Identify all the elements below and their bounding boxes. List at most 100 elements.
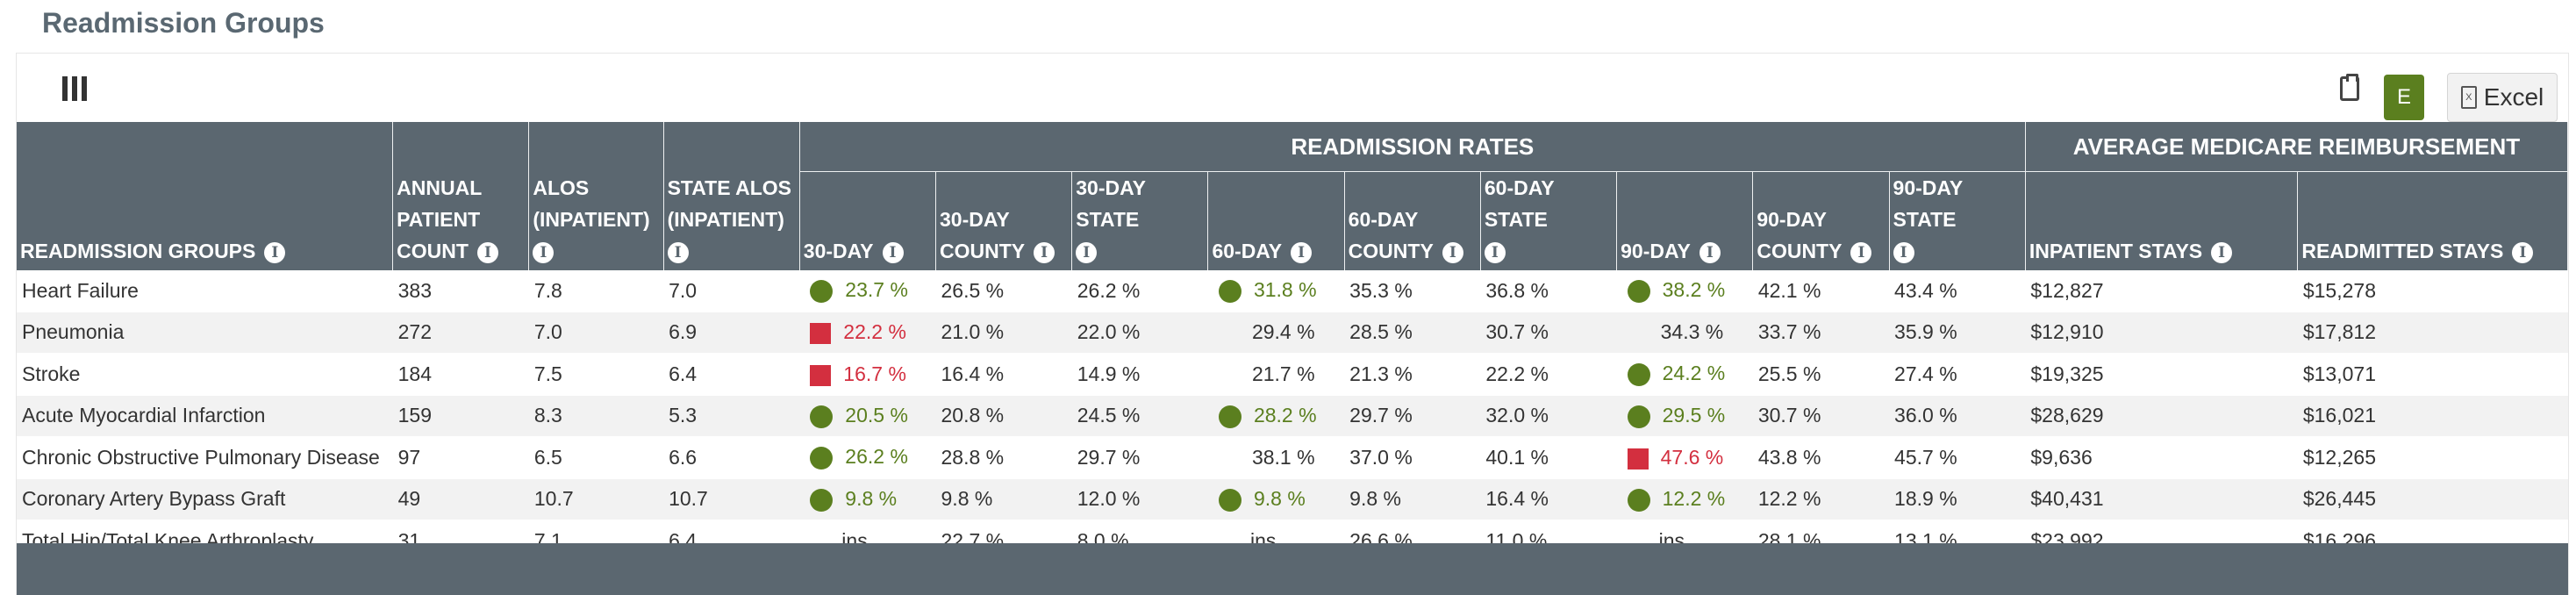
col-header-annual-patient-count[interactable]: ANNUAL PATIENT COUNT i — [392, 122, 530, 270]
cell-60-day-state: 22.2 % — [1480, 353, 1617, 396]
cell-90-day: 38.2 % — [1616, 270, 1753, 312]
good-indicator-icon — [810, 280, 834, 304]
clipboard-icon[interactable] — [2340, 74, 2359, 101]
e-button[interactable]: E — [2384, 75, 2424, 120]
cell-alos: 7.8 — [528, 270, 664, 312]
cell-30-day-value: 26.2 % — [845, 445, 908, 469]
table-row[interactable]: Coronary Artery Bypass Graft 49 10.7 10.7 9.… — [17, 478, 2568, 520]
table-row[interactable]: Heart Failure 383 7.8 7.0 23.7 % 26.5 % 26.2 %… — [17, 270, 2568, 312]
bad-indicator-icon — [810, 364, 832, 386]
cell-alos: 8.3 — [528, 395, 664, 437]
cell-readmission-group: Pneumonia — [17, 312, 393, 354]
col-header-inpatient-stays[interactable]: INPATIENT STAYS i — [2025, 171, 2299, 270]
info-icon[interactable]: i — [1850, 241, 1872, 263]
cell-30-day-county: 9.8 % — [935, 478, 1072, 520]
info-icon[interactable]: i — [476, 241, 498, 263]
table-row[interactable]: Chronic Obstructive Pulmonary Disease 97 6… — [17, 436, 2568, 479]
cell-state-alos: 10.7 — [663, 478, 800, 520]
cell-30-day-state: 14.9 % — [1071, 353, 1208, 396]
cell-30-day-state: 12.0 % — [1071, 478, 1208, 520]
good-indicator-icon — [1218, 405, 1241, 428]
cell-annual-patient-count: 184 — [392, 353, 529, 396]
info-icon[interactable]: i — [667, 241, 689, 263]
good-indicator-icon — [810, 405, 834, 428]
excel-file-icon: X — [2460, 86, 2477, 109]
bad-indicator-icon — [1627, 448, 1649, 470]
info-icon[interactable]: i — [1034, 241, 1055, 263]
cell-annual-patient-count: 272 — [392, 312, 529, 354]
cell-alos: 7.0 — [528, 312, 664, 354]
table-row[interactable]: Stroke 184 7.5 6.4 16.7 % 16.4 % 14.9 % 21.7 % 2… — [17, 353, 2568, 396]
cell-readmission-group: Heart Failure — [17, 270, 393, 312]
info-icon[interactable]: i — [533, 241, 555, 263]
cell-60-day: 9.8 % — [1207, 478, 1345, 520]
cell-60-day-state: 40.1 % — [1480, 436, 1617, 479]
col-header-90-day-county[interactable]: 90-DAY COUNTY i — [1752, 171, 1890, 270]
excel-export-button[interactable]: X Excel — [2447, 73, 2558, 122]
col-header-readmitted-stays[interactable]: READMITTED STAYS i — [2297, 171, 2568, 270]
readmission-table: READMISSION GROUPS i ANNUAL PATIENT COUNT i … — [17, 122, 2569, 563]
cell-30-day-county: 16.4 % — [935, 353, 1072, 396]
column-chooser-icon[interactable] — [62, 76, 87, 101]
cell-readmission-group: Chronic Obstructive Pulmonary Disease — [17, 436, 393, 479]
cell-90-day-state: 27.4 % — [1889, 353, 2026, 396]
cell-annual-patient-count: 97 — [392, 436, 529, 479]
good-indicator-icon — [1218, 280, 1241, 304]
cell-alos: 7.5 — [528, 353, 664, 396]
cell-readmission-group: Coronary Artery Bypass Graft — [17, 478, 393, 520]
bad-indicator-icon — [810, 323, 832, 345]
col-header-90-day-state[interactable]: 90-DAY STATE i — [1889, 171, 2026, 270]
col-header-30-day-state[interactable]: 30-DAY STATE i — [1071, 171, 1209, 270]
col-header-readmission-groups[interactable]: READMISSION GROUPS i — [17, 122, 394, 270]
info-icon[interactable]: i — [1291, 241, 1313, 263]
cell-30-day: 20.5 % — [799, 395, 936, 437]
page-title: Readmission Groups — [42, 7, 325, 39]
cell-60-day-value: 9.8 % — [1253, 486, 1306, 510]
cell-30-day-value: 9.8 % — [845, 486, 898, 510]
info-icon[interactable]: i — [1893, 241, 1914, 263]
cell-90-day-county: 12.2 % — [1752, 478, 1890, 520]
cell-inpatient-stays: $12,827 — [2025, 270, 2298, 312]
col-header-60-day[interactable]: 60-DAY i — [1207, 171, 1345, 270]
cell-60-day-value: 29.4 % — [1251, 320, 1315, 344]
cell-60-day-value: 38.1 % — [1251, 445, 1315, 469]
cell-60-day-state: 32.0 % — [1480, 395, 1617, 437]
info-icon[interactable]: i — [1076, 241, 1098, 263]
cell-90-day-state: 35.9 % — [1889, 312, 2026, 354]
cell-state-alos: 6.9 — [663, 312, 800, 354]
info-icon[interactable]: i — [2211, 241, 2233, 263]
col-header-30-day[interactable]: 30-DAY i — [799, 171, 937, 270]
table-toolbar: E X Excel — [17, 54, 2568, 122]
cell-60-day: 29.4 % — [1207, 312, 1345, 354]
cell-90-day: 29.5 % — [1616, 395, 1753, 437]
cell-readmitted-stays: $26,445 — [2297, 478, 2568, 520]
cell-90-day-state: 45.7 % — [1889, 436, 2026, 479]
cell-90-day-value: 29.5 % — [1662, 403, 1726, 427]
cell-30-day-state: 22.0 % — [1071, 312, 1208, 354]
col-header-60-day-county[interactable]: 60-DAY COUNTY i — [1344, 171, 1481, 270]
col-header-30-day-county[interactable]: 30-DAY COUNTY i — [935, 171, 1073, 270]
col-header-alos[interactable]: ALOS (INPATIENT) i — [528, 122, 664, 270]
cell-90-day-state: 36.0 % — [1889, 395, 2026, 437]
info-icon[interactable]: i — [2512, 241, 2534, 263]
cell-90-day-value: 38.2 % — [1662, 278, 1726, 302]
col-header-60-day-state[interactable]: 60-DAY STATE i — [1480, 171, 1618, 270]
cell-state-alos: 5.3 — [663, 395, 800, 437]
cell-readmission-group: Stroke — [17, 353, 393, 396]
cell-90-day: 24.2 % — [1616, 353, 1753, 396]
cell-readmitted-stays: $13,071 — [2297, 353, 2568, 396]
cell-60-day-state: 16.4 % — [1480, 478, 1617, 520]
cell-30-day: 23.7 % — [799, 270, 936, 312]
info-icon[interactable]: i — [882, 241, 904, 263]
cell-90-day: 34.3 % — [1616, 312, 1753, 354]
col-header-90-day[interactable]: 90-DAY i — [1616, 171, 1754, 270]
info-icon[interactable]: i — [1442, 241, 1463, 263]
cell-90-day-value: 24.2 % — [1662, 362, 1726, 385]
info-icon[interactable]: i — [264, 241, 286, 263]
table-row[interactable]: Acute Myocardial Infarction 159 8.3 5.3 20.5… — [17, 395, 2568, 437]
col-header-state-alos[interactable]: STATE ALOS (INPATIENT) i — [663, 122, 800, 270]
info-icon[interactable]: i — [1699, 241, 1721, 263]
table-row[interactable]: Pneumonia 272 7.0 6.9 22.2 % 21.0 % 22.0 % 29.4… — [17, 312, 2568, 354]
info-icon[interactable]: i — [1484, 241, 1506, 263]
cell-90-day-state: 43.4 % — [1889, 270, 2026, 312]
